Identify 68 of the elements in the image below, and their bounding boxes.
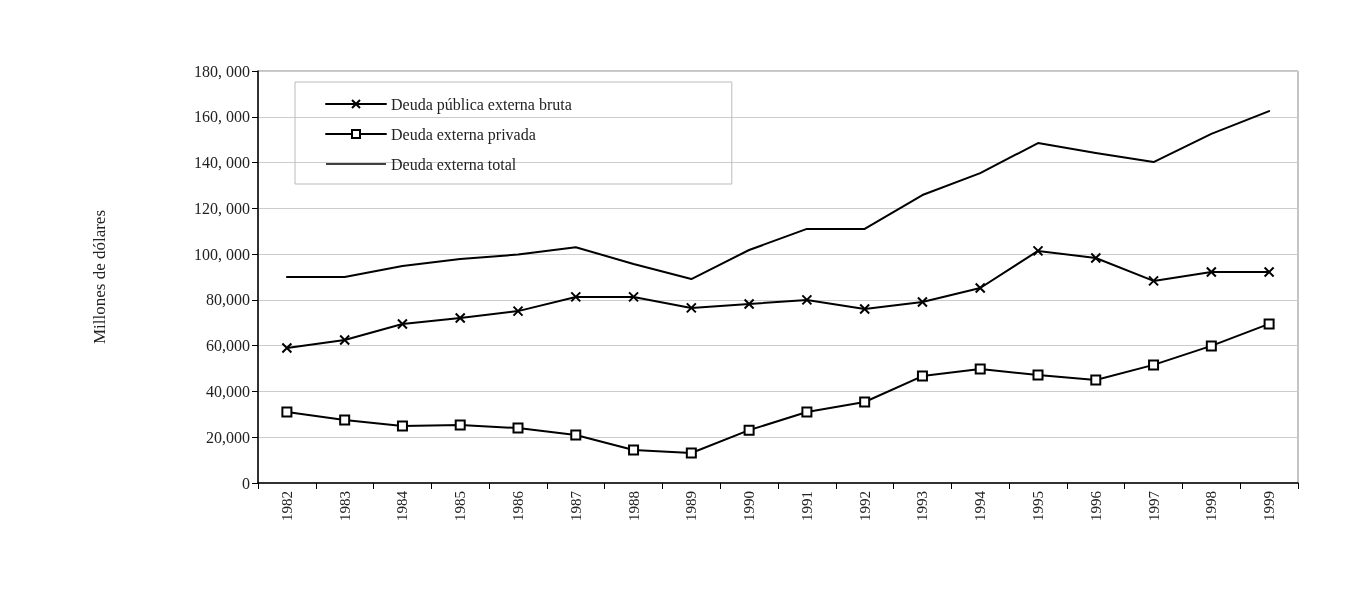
point	[396, 420, 408, 432]
point	[685, 302, 697, 314]
x-tick-label: 1997	[1145, 490, 1162, 521]
point	[454, 419, 466, 431]
legend-label: Deuda externa total	[391, 155, 517, 173]
x-tick-label: 1985	[452, 491, 469, 521]
legend-label: Deuda pública externa bruta	[391, 95, 572, 114]
point	[1205, 340, 1217, 352]
point	[859, 303, 871, 315]
x-tick-label: 1999	[1261, 491, 1278, 521]
y-tick-label: 120, 000	[194, 199, 250, 217]
point	[1032, 369, 1044, 381]
x-tick-label: 1996	[1087, 490, 1104, 521]
x-tick-label: 1989	[683, 491, 700, 521]
point	[974, 282, 986, 294]
x-tick-label: 1986	[510, 490, 526, 521]
x-tick-label: 1982	[278, 491, 295, 521]
y-tick-label: 180, 000	[194, 62, 250, 80]
point	[1148, 359, 1160, 371]
point	[512, 422, 524, 434]
point	[1090, 252, 1102, 264]
point	[916, 370, 928, 382]
point	[628, 291, 640, 303]
legend-label: Deuda externa privada	[391, 125, 536, 144]
point	[974, 363, 986, 375]
x-tick-label: 1988	[625, 491, 642, 521]
point	[281, 342, 293, 354]
point	[1263, 318, 1275, 330]
point	[1263, 266, 1275, 278]
point	[743, 298, 755, 310]
x-tick-label: 1987	[567, 490, 584, 521]
x-tick-label: 1993	[914, 491, 931, 521]
point	[570, 429, 582, 441]
point	[916, 296, 928, 308]
x-tick-label: 1991	[798, 491, 815, 521]
y-tick-label: 140, 000	[194, 154, 250, 172]
point	[801, 294, 813, 306]
point	[1148, 275, 1160, 287]
y-tick-label: 40,000	[206, 382, 250, 400]
x-tick-label: 1983	[336, 491, 353, 521]
point	[512, 305, 524, 317]
y-tick-label: 100, 000	[194, 245, 250, 263]
point	[454, 312, 466, 324]
y-tick-label: 60,000	[206, 337, 250, 355]
x-tick-label: 1992	[856, 491, 873, 521]
x-tick-label: 1995	[1030, 491, 1046, 521]
point	[1205, 266, 1217, 278]
x-tick-label: 1998	[1203, 491, 1220, 521]
point	[743, 424, 755, 436]
point	[1090, 374, 1102, 386]
point	[339, 334, 351, 346]
point	[396, 318, 408, 330]
point	[801, 406, 813, 418]
x-tick-label: 1994	[972, 490, 989, 521]
x-tick-label: 1990	[741, 491, 758, 521]
x-tick-label: 1984	[394, 490, 411, 521]
point	[859, 396, 871, 408]
point	[570, 291, 582, 303]
point	[339, 414, 351, 426]
y-tick-label: 80,000	[206, 291, 250, 309]
y-tick-label: 160, 000	[194, 108, 250, 126]
point	[1032, 245, 1044, 257]
y-tick-label: 0	[242, 474, 250, 492]
point	[685, 447, 697, 459]
y-tick-label: 20,000	[206, 428, 250, 446]
point	[628, 444, 640, 456]
point	[281, 406, 293, 418]
y-axis-title: Millones de dólares	[90, 209, 109, 345]
